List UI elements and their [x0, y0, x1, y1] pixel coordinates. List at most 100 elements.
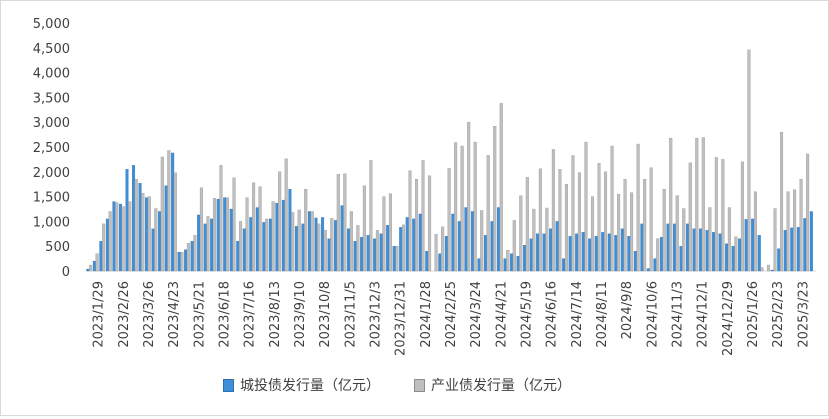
- y-tick-label: 500: [45, 240, 70, 255]
- bar-series-a: [223, 197, 227, 272]
- bar-series-b: [747, 49, 751, 272]
- bar-series-b: [434, 234, 438, 272]
- legend-label-series-b: 产业债发行量（亿元）: [431, 378, 571, 394]
- bar-series-b: [753, 191, 757, 272]
- bar-series-a: [373, 238, 377, 272]
- x-tick-label: 2023/3/26: [142, 281, 157, 348]
- x-tick-label: 2024/5/19: [520, 281, 535, 348]
- bar-series-b: [369, 160, 373, 272]
- x-tick-label: 2023/11/5: [343, 281, 358, 348]
- bar-series-a: [568, 236, 572, 272]
- bar-series-b: [225, 197, 230, 272]
- bar-series-a: [516, 255, 520, 272]
- bar-series-a: [438, 253, 442, 272]
- bar-series-a: [262, 222, 266, 272]
- bar-series-b: [545, 207, 549, 272]
- bar-series-b: [649, 167, 653, 272]
- bar-series-a: [392, 246, 396, 272]
- y-tick-label: 0: [62, 265, 70, 280]
- bar-series-a: [125, 169, 129, 272]
- bar-series-b: [232, 177, 236, 272]
- bar-series-a: [190, 241, 194, 272]
- bar-series-a: [210, 218, 214, 272]
- bar-series-a: [744, 219, 748, 272]
- bar-series-a: [360, 237, 364, 272]
- bar-series-a: [470, 211, 474, 272]
- bar-series-b: [786, 191, 790, 272]
- bar-series-b: [271, 201, 275, 272]
- x-tick-label: 2023/10/8: [318, 281, 333, 348]
- bar-series-a: [783, 230, 787, 272]
- x-tick-label: 2024/10/6: [645, 281, 660, 348]
- bar-series-b: [460, 145, 464, 272]
- bar-series-b: [780, 131, 784, 272]
- bar-series-a: [581, 232, 585, 272]
- bar-series-b: [701, 137, 705, 272]
- bar-series-a: [679, 246, 683, 272]
- bar-series-a: [607, 233, 611, 272]
- bar-series-b: [604, 171, 608, 272]
- bar-series-a: [464, 207, 468, 272]
- bar-series-b: [577, 172, 581, 272]
- bar-series-a: [712, 232, 716, 272]
- bar-series-a: [379, 233, 383, 272]
- bar-series-a: [145, 197, 149, 272]
- bar-series-a: [659, 237, 663, 272]
- x-tick-label: 2024/12/1: [696, 281, 711, 348]
- bar-series-b: [167, 150, 171, 272]
- bar-series-a: [803, 218, 807, 272]
- legend-swatch-series-b: [414, 378, 425, 392]
- bar-series-a: [699, 228, 703, 272]
- bar-series-a: [158, 211, 162, 272]
- bar-series-a: [347, 228, 351, 272]
- bar-series-b: [180, 252, 184, 272]
- bar-series-b: [506, 250, 510, 272]
- bar-series-b: [395, 246, 399, 272]
- bar-series-b: [610, 145, 614, 272]
- bar-series-b: [297, 209, 301, 272]
- bar-series-b: [343, 173, 347, 272]
- bar-series-a: [138, 183, 142, 272]
- bar-series-b: [186, 243, 190, 272]
- bar-series-a: [718, 233, 722, 272]
- bar-series-b: [636, 143, 640, 272]
- bar-series-b: [349, 211, 353, 272]
- bar-series-b: [330, 218, 334, 272]
- bar-series-b: [375, 230, 379, 272]
- bar-series-b: [512, 220, 516, 272]
- legend: 城投债发行量（亿元） 产业债发行量（亿元）: [223, 375, 571, 395]
- x-tick-label: 2023/1/29: [92, 281, 107, 348]
- bar-series-a: [542, 233, 546, 272]
- bar-series-a: [118, 203, 122, 272]
- bar-series-b: [102, 223, 106, 272]
- bar-series-b: [199, 187, 203, 272]
- bar-series-b: [760, 267, 764, 272]
- bar-series-b: [473, 141, 477, 272]
- bar-series-b: [408, 170, 412, 272]
- bar-series-a: [757, 235, 761, 272]
- bar-series-a: [686, 223, 690, 272]
- bar-series-a: [503, 258, 507, 272]
- bar-series-b: [643, 179, 647, 272]
- bar-series-b: [245, 197, 249, 272]
- x-tick-label: 2023/12/3: [368, 281, 383, 348]
- bar-series-a: [653, 258, 657, 272]
- bar-series-a: [640, 223, 644, 272]
- bar-series-b: [688, 162, 692, 272]
- bar-series-b: [597, 163, 601, 272]
- x-tick-label: 2024/7/14: [570, 281, 585, 348]
- bar-series-a: [307, 211, 312, 272]
- bar-series-b: [447, 168, 451, 272]
- bar-series-a: [386, 225, 390, 272]
- bar-series-a: [281, 199, 285, 272]
- bar-series-a: [692, 228, 696, 272]
- bar-series-a: [131, 165, 136, 272]
- y-tick-label: 2,000: [33, 166, 70, 181]
- bar-series-b: [362, 185, 366, 272]
- y-tick-label: 1,500: [33, 191, 70, 206]
- bar-series-b: [154, 208, 158, 272]
- x-tick-label: 2024/1/28: [419, 281, 434, 348]
- x-tick-label: 2025/1/26: [746, 281, 761, 348]
- bar-series-b: [493, 126, 497, 272]
